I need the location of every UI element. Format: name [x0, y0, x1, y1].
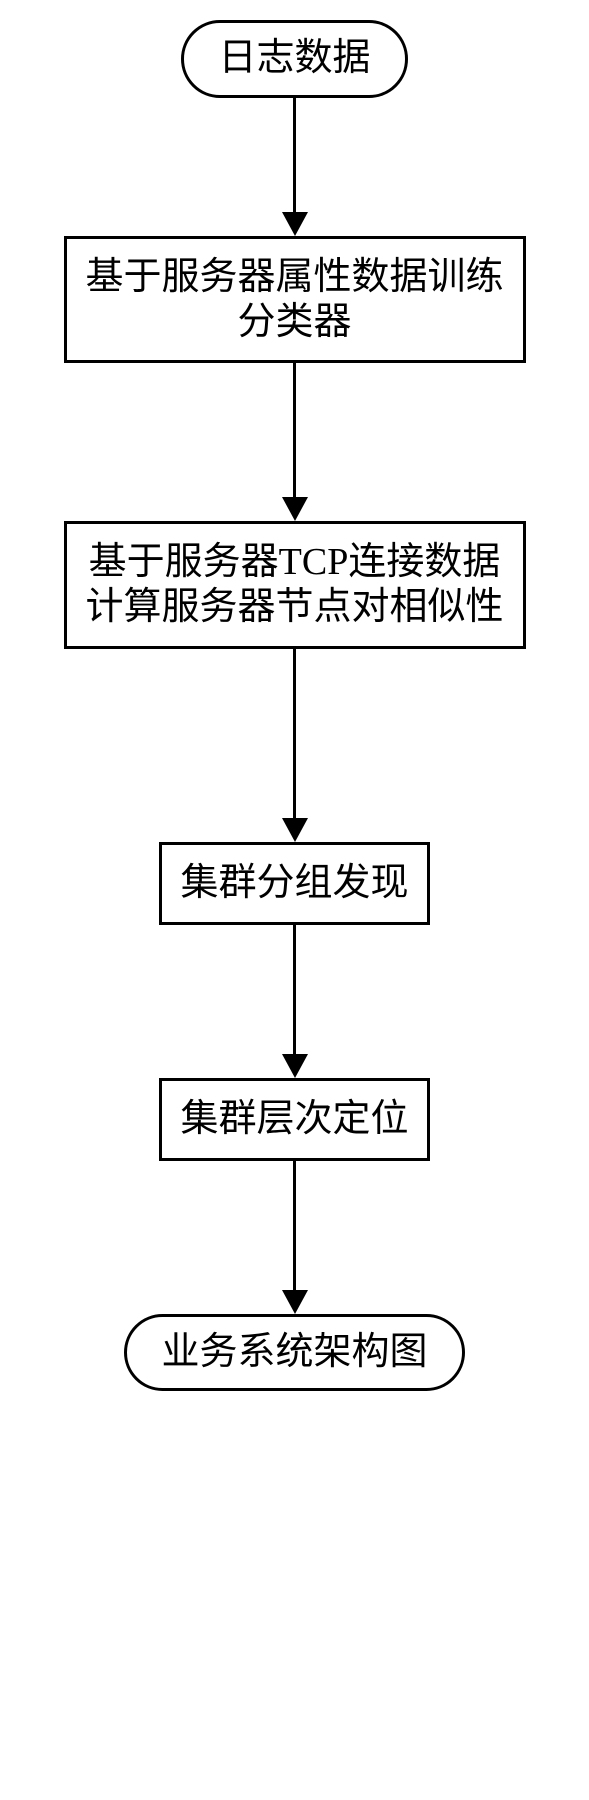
process-step4: 集群层次定位: [159, 1078, 429, 1161]
arrow-5-line: [293, 1161, 296, 1291]
arrow-1-head: [282, 212, 308, 236]
flowchart-container: 日志数据 基于服务器属性数据训练分类器 基于服务器TCP连接数据计算服务器节点对…: [0, 20, 589, 1391]
process-step1-label: 基于服务器属性数据训练分类器: [85, 256, 503, 343]
arrow-3-head: [282, 818, 308, 842]
terminal-end: 业务系统架构图: [124, 1314, 464, 1392]
arrow-3-line: [293, 649, 296, 819]
arrow-5-head: [282, 1290, 308, 1314]
process-step1: 基于服务器属性数据训练分类器: [64, 236, 526, 364]
process-step3-label: 集群分组发现: [180, 862, 408, 904]
terminal-end-label: 业务系统架构图: [161, 1331, 427, 1373]
process-step3: 集群分组发现: [159, 842, 429, 925]
arrow-4: [282, 925, 308, 1078]
arrow-4-line: [293, 925, 296, 1055]
process-step4-label: 集群层次定位: [180, 1098, 408, 1140]
arrow-2: [282, 363, 308, 521]
arrow-2-head: [282, 497, 308, 521]
arrow-4-head: [282, 1054, 308, 1078]
terminal-start-label: 日志数据: [218, 37, 370, 79]
arrow-5: [282, 1161, 308, 1314]
process-step2: 基于服务器TCP连接数据计算服务器节点对相似性: [64, 521, 526, 649]
process-step2-label: 基于服务器TCP连接数据计算服务器节点对相似性: [85, 541, 503, 628]
arrow-3: [282, 649, 308, 842]
arrow-1-line: [293, 98, 296, 213]
terminal-start: 日志数据: [181, 20, 407, 98]
arrow-1: [282, 98, 308, 236]
arrow-2-line: [293, 363, 296, 498]
